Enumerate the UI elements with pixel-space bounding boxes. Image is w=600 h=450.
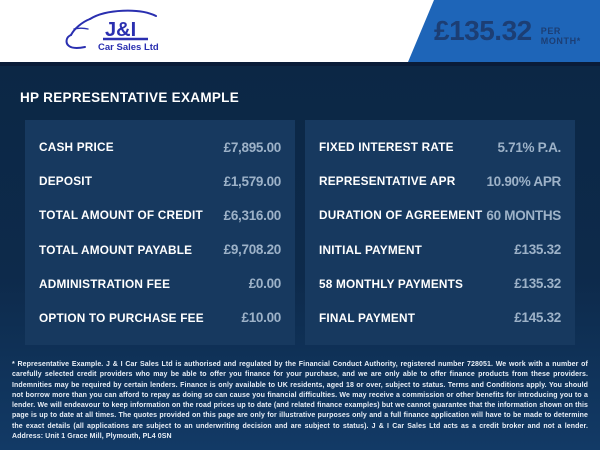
row-label: REPRESENTATIVE APR bbox=[319, 174, 456, 189]
company-logo[interactable]: J&I Car Sales Ltd bbox=[58, 3, 186, 59]
row-label: CASH PRICE bbox=[39, 140, 114, 155]
row-value: 5.71% P.A. bbox=[497, 139, 561, 155]
monthly-price: £135.32 bbox=[434, 15, 532, 46]
row-value: £135.32 bbox=[514, 242, 561, 258]
row-label: OPTION TO PURCHASE FEE bbox=[39, 310, 204, 325]
row-value: £10.00 bbox=[241, 310, 282, 326]
finance-row: TOTAL AMOUNT OF CREDIT £6,316.00 bbox=[25, 208, 295, 223]
row-label: DEPOSIT bbox=[39, 174, 93, 189]
monthly-price-period: PER MONTH* bbox=[540, 26, 581, 46]
row-label: FINAL PAYMENT bbox=[319, 310, 416, 325]
car-outline-icon bbox=[65, 9, 157, 49]
header-divider bbox=[0, 62, 600, 66]
row-label: FIXED INTEREST RATE bbox=[319, 140, 454, 155]
finance-row: 58 MONTHLY PAYMENTS £135.32 bbox=[305, 276, 575, 291]
row-label: TOTAL AMOUNT OF CREDIT bbox=[39, 208, 203, 223]
row-value: £0.00 bbox=[248, 276, 282, 292]
finance-panels: CASH PRICE £7,895.00 DEPOSIT £1,579.00 T… bbox=[25, 120, 575, 345]
logo-text-jandi: J&I bbox=[105, 19, 136, 41]
finance-row: DURATION OF AGREEMENT 60 MONTHS bbox=[305, 208, 575, 223]
row-value: 60 MONTHS bbox=[486, 207, 561, 223]
row-value: £1,579.00 bbox=[223, 173, 282, 189]
finance-row: FINAL PAYMENT £145.32 bbox=[305, 310, 575, 325]
row-label: 58 MONTHLY PAYMENTS bbox=[319, 276, 464, 291]
row-value: £7,895.00 bbox=[223, 139, 282, 155]
row-label: ADMINISTRATION FEE bbox=[39, 276, 171, 291]
finance-panel-left: CASH PRICE £7,895.00 DEPOSIT £1,579.00 T… bbox=[25, 120, 295, 345]
row-label: INITIAL PAYMENT bbox=[319, 242, 423, 257]
finance-row: REPRESENTATIVE APR 10.90% APR bbox=[305, 174, 575, 189]
row-value: £9,708.20 bbox=[223, 242, 282, 258]
logo-text-carsales: Car Sales Ltd bbox=[98, 42, 159, 53]
finance-row: FIXED INTEREST RATE 5.71% P.A. bbox=[305, 140, 575, 155]
finance-row: INITIAL PAYMENT £135.32 bbox=[305, 242, 575, 257]
row-label: DURATION OF AGREEMENT bbox=[319, 208, 483, 223]
price-ribbon: £135.32 PER MONTH* bbox=[408, 0, 600, 62]
finance-panel-right: FIXED INTEREST RATE 5.71% P.A. REPRESENT… bbox=[305, 120, 575, 345]
finance-row: OPTION TO PURCHASE FEE £10.00 bbox=[25, 310, 295, 325]
row-value: £135.32 bbox=[514, 276, 561, 292]
page-header: J&I Car Sales Ltd £135.32 PER MONTH* bbox=[0, 0, 600, 62]
row-value: £6,316.00 bbox=[223, 207, 282, 223]
finance-row: CASH PRICE £7,895.00 bbox=[25, 140, 295, 155]
main-content: HP REPRESENTATIVE EXAMPLE CASH PRICE £7,… bbox=[0, 66, 600, 450]
finance-row: DEPOSIT £1,579.00 bbox=[25, 174, 295, 189]
finance-row: TOTAL AMOUNT PAYABLE £9,708.20 bbox=[25, 242, 295, 257]
row-label: TOTAL AMOUNT PAYABLE bbox=[39, 242, 193, 257]
disclaimer-text: * Representative Example. J & I Car Sale… bbox=[12, 361, 588, 440]
row-value: £145.32 bbox=[514, 310, 561, 326]
finance-row: ADMINISTRATION FEE £0.00 bbox=[25, 276, 295, 291]
page-title: HP REPRESENTATIVE EXAMPLE bbox=[20, 90, 240, 105]
row-value: 10.90% APR bbox=[486, 173, 561, 189]
